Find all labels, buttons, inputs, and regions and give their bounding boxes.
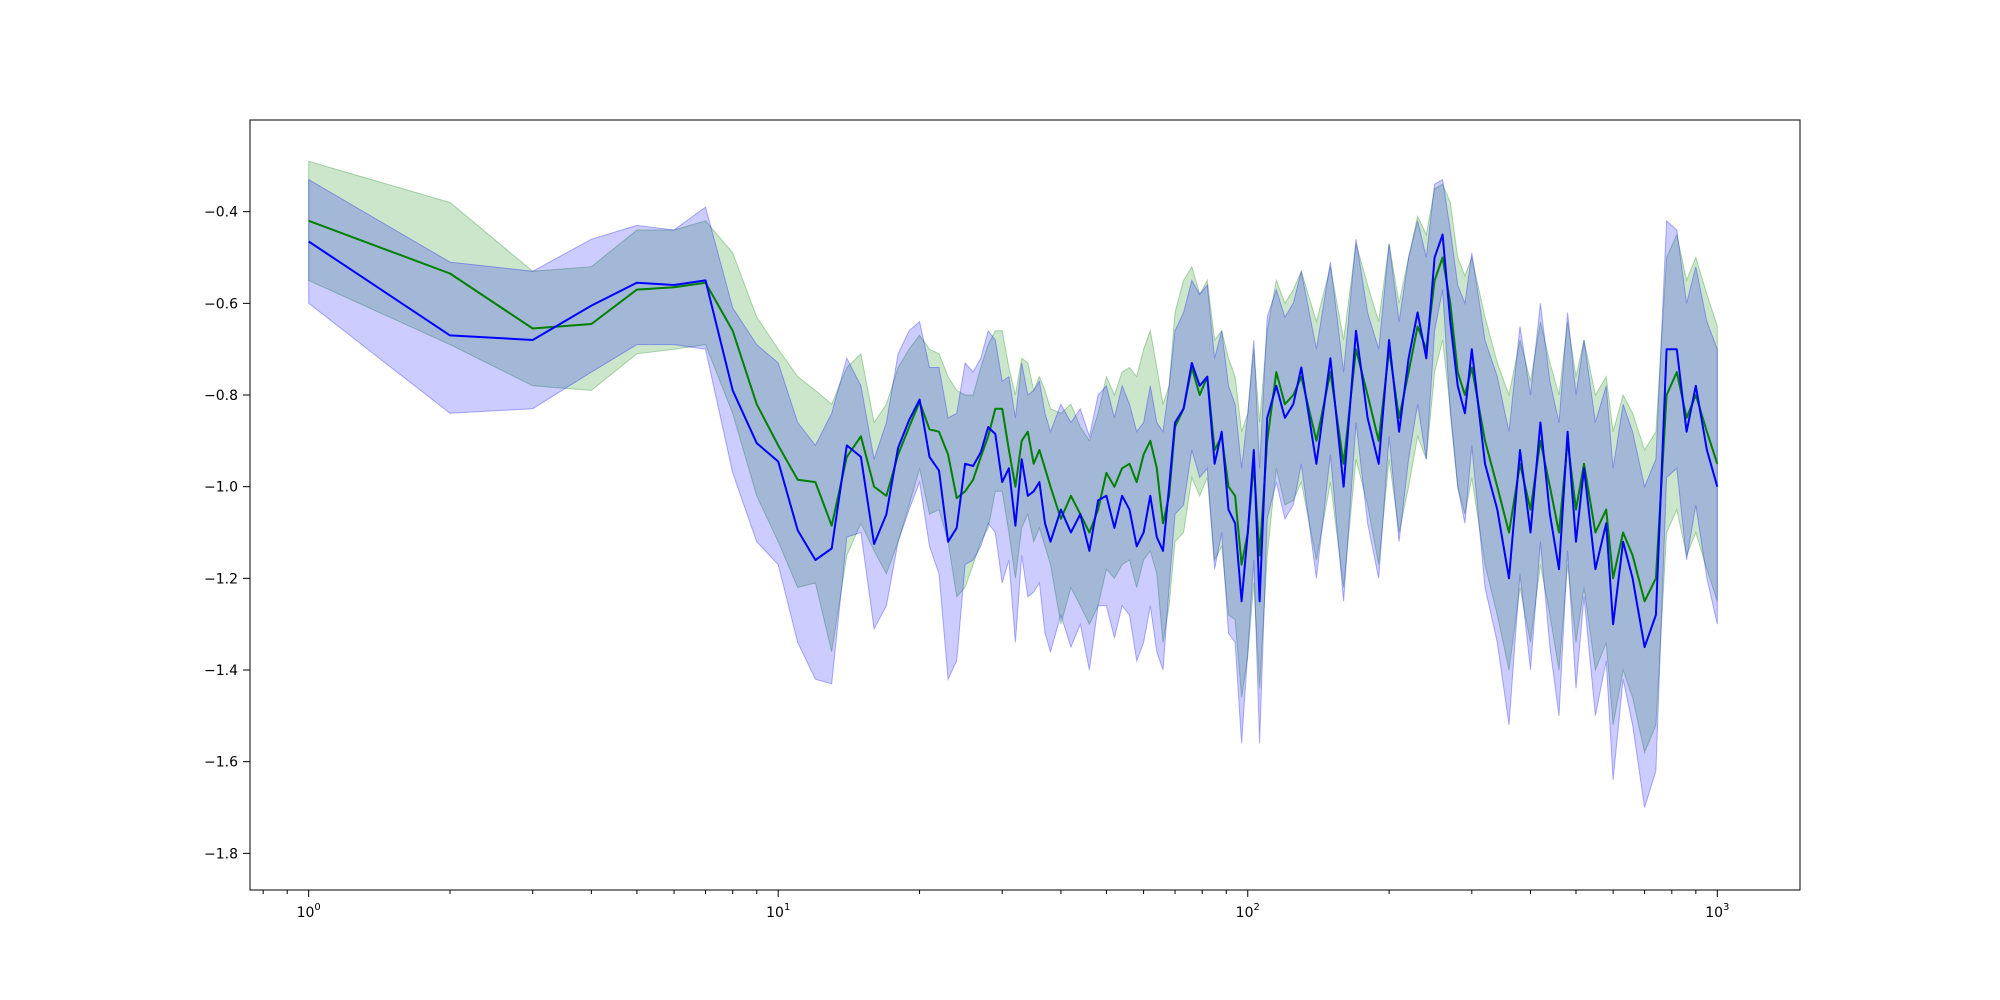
series-1-band <box>308 160 1718 755</box>
y-tick-label: −0.6 <box>204 296 238 312</box>
y-tick-label: −1.4 <box>204 663 238 679</box>
x-tick-label: 101 <box>766 902 790 921</box>
x-tick-label: 103 <box>1705 902 1729 921</box>
series-2-band <box>308 178 1718 808</box>
y-tick-label: −1.0 <box>204 480 238 496</box>
y-tick-label: −1.6 <box>204 755 238 771</box>
series-layer <box>308 160 1719 808</box>
x-tick-label: 102 <box>1236 902 1260 921</box>
y-tick-label: −0.8 <box>204 388 238 404</box>
x-tick-label: 100 <box>297 902 321 921</box>
y-tick-label: −1.8 <box>204 846 238 862</box>
x-axis: 100 101 102 103 <box>262 890 1729 921</box>
y-axis: −0.4 −0.6 −0.8 −1.0 −1.2 −1.4 −1.6 −1.8 <box>204 205 250 862</box>
series-2-line <box>308 233 1719 649</box>
y-tick-label: −1.2 <box>204 571 238 587</box>
plot-frame <box>249 119 1801 891</box>
y-tick-label: −0.4 <box>204 205 238 221</box>
